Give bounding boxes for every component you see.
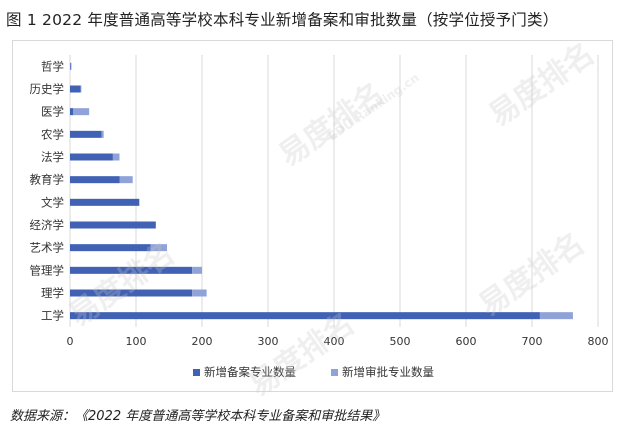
bar-series2 xyxy=(101,130,104,138)
legend-swatch xyxy=(193,369,200,376)
bar-series2 xyxy=(70,62,72,70)
bar-series1 xyxy=(70,312,540,320)
grid-layer xyxy=(69,55,599,327)
x-tick-label: 200 xyxy=(192,335,213,348)
bar-series2 xyxy=(73,108,90,116)
y-category-label: 哲学 xyxy=(41,59,64,73)
bar-series2 xyxy=(112,153,120,161)
y-category-label: 教育学 xyxy=(30,173,65,187)
x-tick-label: 400 xyxy=(324,335,345,348)
y-category-label: 历史学 xyxy=(30,82,65,96)
legend-swatch xyxy=(331,369,338,376)
y-category-label: 工学 xyxy=(41,309,64,323)
bar-series1 xyxy=(70,62,71,70)
x-tick-label: 700 xyxy=(522,335,543,348)
y-category-label: 医学 xyxy=(41,105,64,119)
label-layer: 0 100 200 300 400 500 600 700 800 哲学历史学医学农学法学教育学文… xyxy=(30,59,609,348)
bar-series1 xyxy=(70,244,151,252)
x-tick-label: 500 xyxy=(390,335,411,348)
legend-label: 新增备案专业数量 xyxy=(204,365,296,379)
bar-series1 xyxy=(70,221,156,229)
legend: 新增备案专业数量 新增审批专业数量 xyxy=(193,365,434,379)
y-category-label: 管理学 xyxy=(30,263,65,277)
bar-series1 xyxy=(70,153,113,161)
x-tick-label: 0 xyxy=(67,335,74,348)
bar-series1 xyxy=(70,289,193,297)
bar-series2 xyxy=(119,176,133,184)
legend-label: 新增审批专业数量 xyxy=(342,365,434,379)
bar-series1 xyxy=(70,108,74,116)
x-tick-label: 100 xyxy=(126,335,147,348)
bar-series2 xyxy=(192,266,202,274)
y-category-label: 农学 xyxy=(41,127,64,141)
y-category-label: 经济学 xyxy=(30,218,65,232)
bar-series1 xyxy=(70,198,140,206)
bar-series2 xyxy=(150,244,168,252)
bar-series1 xyxy=(70,176,120,184)
bar-series1 xyxy=(70,130,102,138)
bar-series2 xyxy=(539,312,573,320)
bar-series1 xyxy=(70,266,193,274)
x-tick-label: 300 xyxy=(258,335,279,348)
x-tick-label: 800 xyxy=(588,335,609,348)
bar-layer xyxy=(70,62,573,320)
bar-series2 xyxy=(80,85,82,93)
y-category-label: 艺术学 xyxy=(30,241,65,255)
chart-title: 图 1 2022 年度普通高等学校本科专业新增备案和审批数量（按学位授予门类） xyxy=(6,11,559,29)
bar-series1 xyxy=(70,85,81,93)
x-tick-label: 600 xyxy=(456,335,477,348)
y-category-label: 法学 xyxy=(41,150,64,164)
bar-chart: 0 100 200 300 400 500 600 700 800 哲学历史学医学农学法学教育学文… xyxy=(30,55,609,379)
source-note: 数据来源：《2022 年度普通高等学校本科专业备案和审批结果》 xyxy=(10,409,386,424)
bar-series2 xyxy=(192,289,207,297)
y-category-label: 理学 xyxy=(41,286,64,300)
chart-frame: 0 100 200 300 400 500 600 700 800 哲学历史学医学农学法学教育学文… xyxy=(12,40,613,392)
y-category-label: 文学 xyxy=(41,195,64,209)
